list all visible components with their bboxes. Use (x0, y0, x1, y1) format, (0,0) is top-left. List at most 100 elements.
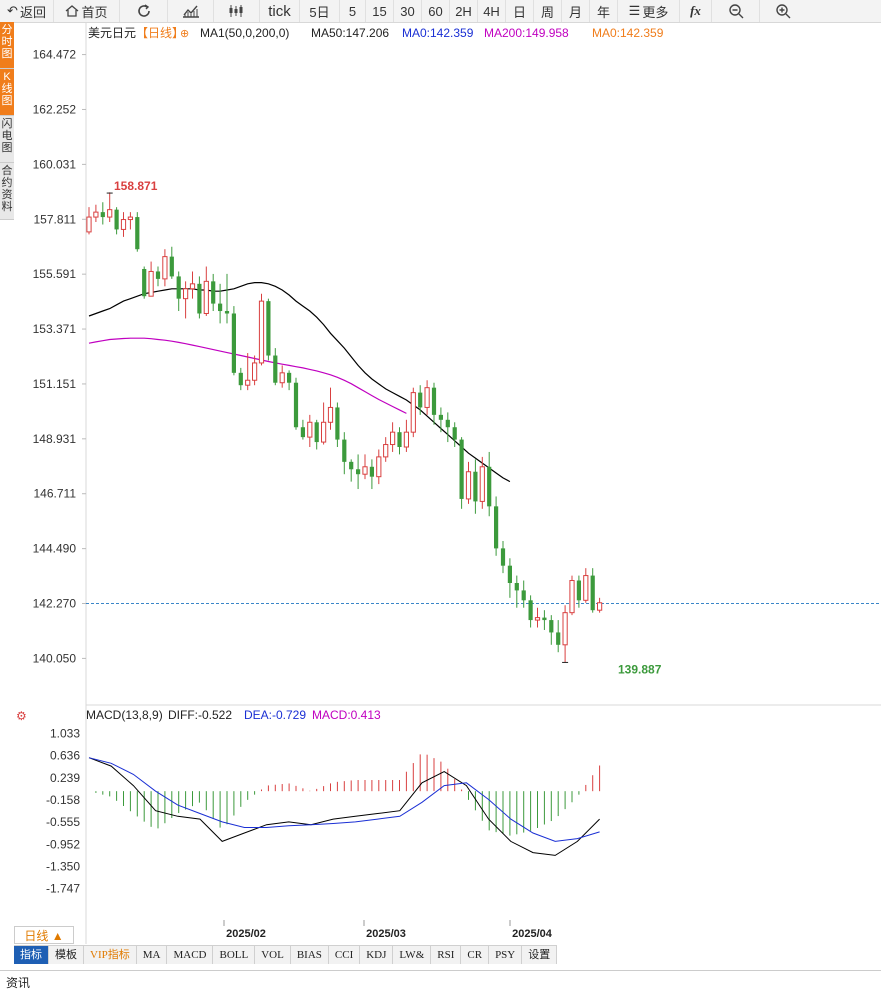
period-5day[interactable]: 5日 (300, 0, 340, 22)
chart-area[interactable]: 164.472 162.252 160.031 157.811 155.591 153.3… (14, 22, 881, 944)
price-tick-label: 164.472 (33, 48, 77, 62)
macd-settings-icon[interactable]: ⚙ (16, 709, 27, 723)
tab-contract-info[interactable]: 合约资料 (0, 163, 14, 220)
zoom-out-button[interactable] (712, 0, 760, 22)
legend-ma-set: MA1(50,0,200,0) (200, 26, 289, 40)
candle-body (507, 565, 512, 583)
tab-macd[interactable]: MACD (167, 946, 214, 964)
tab-rsi[interactable]: RSI (431, 946, 462, 964)
tab-timeshare[interactable]: 分时图 (0, 22, 14, 69)
candle-body (273, 355, 278, 383)
date-label: 2025/04 (512, 928, 553, 940)
candle-body (418, 392, 423, 408)
price-tick-label: 142.270 (33, 597, 77, 611)
tab-indicators[interactable]: 指标 (14, 946, 49, 964)
legend-ma50: MA50:147.206 (311, 26, 389, 40)
candle-body (258, 300, 265, 364)
legend-period: 【日线】 (136, 26, 184, 40)
period-year[interactable]: 年 (590, 0, 618, 22)
info-panel: 资讯 (0, 970, 881, 997)
macd-tick-label: 1.033 (50, 727, 80, 741)
candle-body (403, 431, 409, 448)
candle-body (224, 311, 230, 314)
period-5min[interactable]: 5 (340, 0, 366, 22)
macd-diff-line (88, 757, 600, 856)
period-day[interactable]: 日 (506, 0, 534, 22)
macd-legend-macd: MACD:0.413 (312, 708, 381, 722)
low-price-label: 139.887 (618, 662, 662, 676)
tab-bias[interactable]: BIAS (291, 946, 329, 964)
tab-ma[interactable]: MA (137, 946, 168, 964)
period-15min[interactable]: 15 (366, 0, 394, 22)
candle-body (107, 209, 113, 218)
candle-body (287, 372, 292, 383)
period-week[interactable]: 周 (534, 0, 562, 22)
candle-body (487, 466, 492, 507)
price-tick-label: 146.711 (34, 487, 77, 501)
tab-psy[interactable]: PSY (489, 946, 523, 964)
more-button[interactable]: ☰ 更多 (618, 0, 680, 22)
candle-body (231, 313, 236, 373)
candle-body (431, 387, 437, 415)
price-tick-label: 157.811 (34, 212, 77, 226)
candle-body (197, 283, 202, 314)
date-label: 2025/02 (226, 928, 266, 940)
zoom-out-icon (728, 4, 743, 19)
tab-boll[interactable]: BOLL (213, 946, 256, 964)
tab-lw[interactable]: LW& (393, 946, 432, 964)
candle-body (245, 379, 251, 386)
tab-templates[interactable]: 模板 (49, 946, 84, 964)
tab-vip-indicators[interactable]: VIP指标 (84, 946, 137, 964)
candle-body (327, 406, 334, 423)
chart-type-button[interactable] (168, 0, 214, 22)
period-selector[interactable]: 日线 ▲ (14, 926, 74, 944)
candle-body (569, 580, 575, 614)
period-2h[interactable]: 2H (450, 0, 478, 22)
candle-body (534, 617, 541, 621)
candle-body (424, 387, 430, 408)
kline-chart[interactable]: 164.472 162.252 160.031 157.811 155.591 153.3… (14, 22, 881, 944)
legend-ma100: MA0:142.359 (402, 26, 474, 40)
candle-body (465, 471, 472, 500)
candle-body (473, 471, 478, 502)
tab-kline[interactable]: K线图 (0, 69, 14, 116)
candle-body (590, 575, 595, 611)
period-tick[interactable]: tick (260, 0, 300, 22)
candle-body (211, 281, 216, 304)
candle-body (438, 414, 443, 420)
formula-icon[interactable]: fx (680, 0, 712, 22)
date-label: 2025/03 (366, 928, 406, 940)
candle-body (500, 548, 506, 566)
period-60min[interactable]: 60 (422, 0, 450, 22)
candle-body (356, 469, 361, 475)
legend-settings-icon[interactable]: ⊕ (180, 28, 189, 40)
period-30min[interactable]: 30 (394, 0, 422, 22)
candle-type-button[interactable] (214, 0, 260, 22)
tab-kdj[interactable]: KDJ (360, 946, 394, 964)
tab-cr[interactable]: CR (461, 946, 490, 964)
tab-settings[interactable]: 设置 (522, 946, 558, 964)
candle-body (369, 466, 374, 477)
candle-body (459, 439, 464, 499)
candle-body (549, 620, 554, 633)
candle-body (383, 444, 389, 458)
top-toolbar: ↶ 返回 首页 tick 5日 5 15 30 60 2H 4H 日 周 月 年 … (0, 0, 881, 23)
refresh-button[interactable] (120, 0, 168, 22)
tab-flash[interactable]: 闪电图 (0, 116, 14, 163)
macd-tick-label: 0.636 (50, 749, 80, 763)
home-button[interactable]: 首页 (54, 0, 120, 22)
zoom-in-button[interactable] (760, 0, 806, 22)
candle-body (390, 431, 396, 446)
back-button[interactable]: ↶ 返回 (0, 0, 54, 22)
macd-tick-label: -0.158 (46, 793, 80, 807)
candle-body (521, 590, 526, 601)
candle-body (86, 216, 92, 233)
period-4h[interactable]: 4H (478, 0, 506, 22)
candle-body (342, 439, 347, 462)
period-month[interactable]: 月 (562, 0, 590, 22)
price-tick-label: 162.252 (33, 102, 77, 116)
info-label[interactable]: 资讯 (6, 976, 31, 990)
ma50-line (88, 282, 511, 483)
tab-vol[interactable]: VOL (255, 946, 291, 964)
tab-cci[interactable]: CCI (329, 946, 361, 964)
